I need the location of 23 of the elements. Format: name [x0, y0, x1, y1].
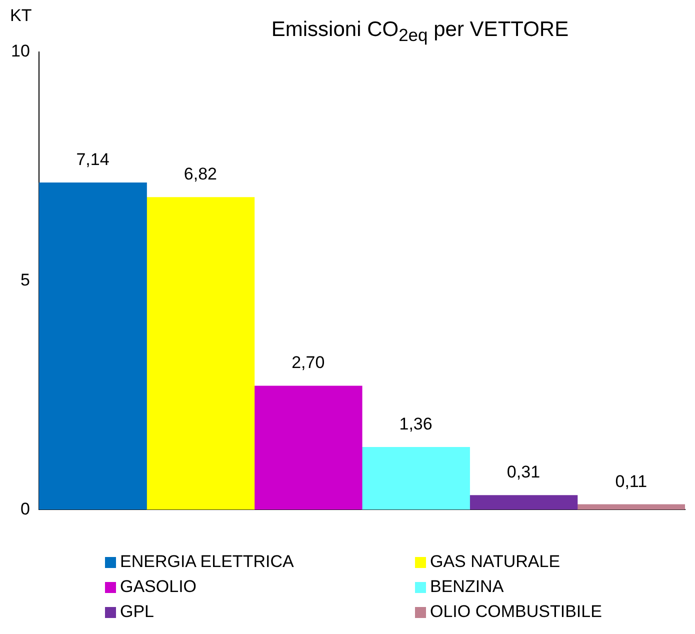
bar: [146, 197, 255, 510]
y-axis-title: KT: [10, 6, 32, 26]
legend-label: OLIO COMBUSTIBILE: [430, 602, 602, 622]
legend-label: GASOLIO: [120, 577, 197, 597]
data-label: 2,70: [292, 353, 325, 372]
y-tick-label: 0: [20, 499, 30, 518]
data-label: 1,36: [399, 414, 432, 434]
data-label: 0,31: [506, 462, 540, 482]
legend-label: BENZINA: [430, 577, 504, 597]
data-label: 7,14: [76, 150, 110, 170]
data-label: 6,82: [184, 164, 217, 184]
y-tick-label: 5: [20, 270, 30, 290]
bar: [362, 447, 470, 510]
bar: [576, 504, 685, 510]
bar: [469, 495, 578, 510]
legend-label: GPL: [120, 602, 154, 622]
chart-title: Emissioni CO$_{2eq}$ per VETTORE: [270, 18, 570, 46]
legend-label: GAS NATURALE: [430, 552, 560, 572]
legend-label: ENERGIA ELETTRICA: [120, 552, 294, 572]
bar: [254, 386, 362, 510]
bar: [38, 182, 147, 510]
data-label: 0,11: [615, 472, 648, 491]
y-tick-label: 10: [10, 42, 30, 61]
